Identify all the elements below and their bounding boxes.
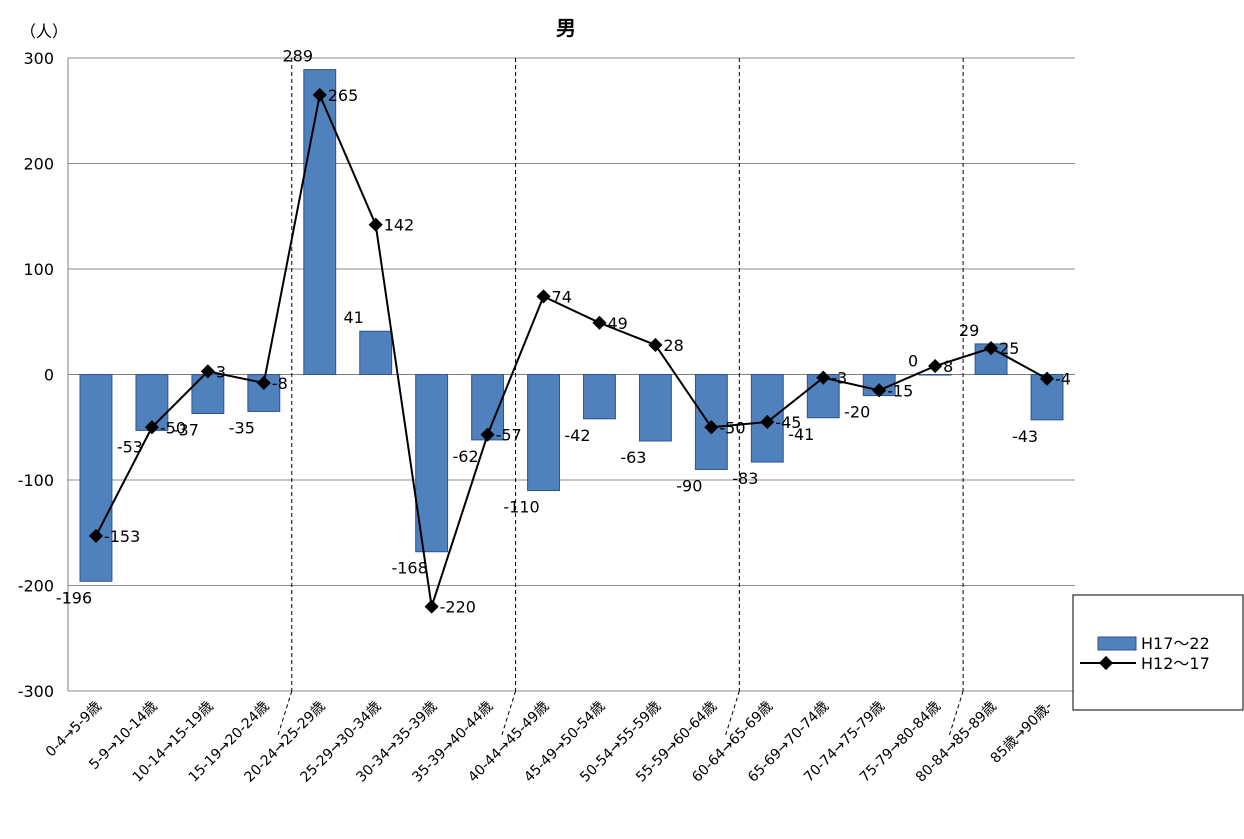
line-data-label: -153 [104,527,140,546]
line-data-label: -3 [831,369,847,388]
line-point [368,217,383,232]
line-point [704,420,719,435]
legend-swatch-marker [1098,655,1114,671]
bar-data-label: 29 [959,321,979,340]
line-point [872,383,887,398]
bar [638,374,672,442]
bar-data-label: 41 [344,308,364,327]
legend-swatch-bar [1097,636,1137,651]
bar-series [79,69,1064,582]
bar [583,374,616,420]
bar-data-label: -62 [453,447,479,466]
line-data-label: 74 [552,287,572,306]
y-tick-label: -300 [18,682,54,701]
bar-data-label: -90 [676,476,702,495]
line-data-label: -220 [440,598,476,617]
bar [974,343,1008,375]
bar [918,374,952,376]
line-point [312,87,327,102]
line-point [648,337,663,353]
y-tick-label: 300 [23,49,54,68]
bar-data-label: -83 [732,469,758,488]
line-data-label: -8 [272,374,288,393]
line-data-label: -15 [887,381,913,400]
bar [415,374,449,553]
line-data-label: -4 [1055,370,1071,389]
bar-data-label: -41 [788,425,814,444]
line-data-label: 25 [999,339,1019,358]
group-separator-extension [277,690,293,737]
series-line [95,91,1048,607]
y-tick-label: 100 [23,260,54,279]
line-data-label: -50 [160,418,186,437]
bar-data-label: -20 [844,403,870,422]
line-data-label: 265 [328,86,359,105]
bar-data-label: -196 [56,588,92,607]
line-point [592,315,607,330]
line-point [256,375,271,391]
line-series [88,87,1055,614]
chart-title: 男 [556,16,576,40]
bar-data-label: -110 [503,498,539,517]
x-axis-category-labels: 0-4→5-9歳5-9→10-14歳10-14→15-19歳15-19→20-2… [43,699,1056,786]
bar-data-label: -42 [564,426,590,445]
line-point [536,289,551,304]
group-separators [277,58,964,737]
bar [79,374,113,582]
y-tick-label: 200 [23,155,54,174]
bar-data-label: -53 [117,437,143,456]
legend: H17〜22 H12〜17 [1072,594,1244,711]
line-point [144,420,159,435]
bar-data-label: -43 [1012,427,1038,446]
line-data-label: -45 [775,413,801,432]
group-separator-extension [948,690,964,737]
y-tick-label: 0 [44,366,54,385]
bar-data-label: -37 [173,421,199,440]
line-point [816,370,831,385]
bar-data-label: -168 [391,559,427,578]
y-tick-label: -100 [18,471,54,490]
line-point [760,414,775,430]
y-tick-label: -200 [18,577,54,596]
line-point [88,528,104,543]
line-data-label: -57 [496,426,522,445]
bar-data-label: 289 [282,47,313,66]
bar [303,69,337,375]
gridlines [67,57,1075,692]
line-point [480,427,495,442]
line-point [424,599,439,614]
line-data-label: 142 [384,216,415,235]
line-data-label: 28 [663,336,683,355]
y-axis-unit-label: （人） [20,22,68,41]
bar [527,374,560,492]
line-point [984,341,999,356]
group-separator-extension [501,690,517,737]
line-point [928,358,943,374]
legend-box [1072,594,1244,711]
line-data-label: 3 [216,362,226,381]
bar [359,330,393,375]
bar-data-label: 0 [908,352,918,371]
line-point [1039,371,1055,386]
bar-data-label: -63 [620,448,646,467]
data-labels: -196 -53 -37 -35 289 41 -168 -62 -110 -42 -63 -90 -8… [56,47,1071,617]
bar-data-label: -35 [229,418,255,437]
y-axis-ticks: -300 -200 -100 0 100 200 300 [18,49,54,701]
legend-label-line-series: H12〜17 [1141,654,1210,673]
line-data-label: 8 [943,357,953,376]
group-separator-extension [724,690,740,737]
line-point [200,364,215,379]
legend-label-bar-series: H17〜22 [1141,634,1210,653]
line-data-label: -50 [719,418,745,437]
line-data-label: 49 [607,314,627,333]
